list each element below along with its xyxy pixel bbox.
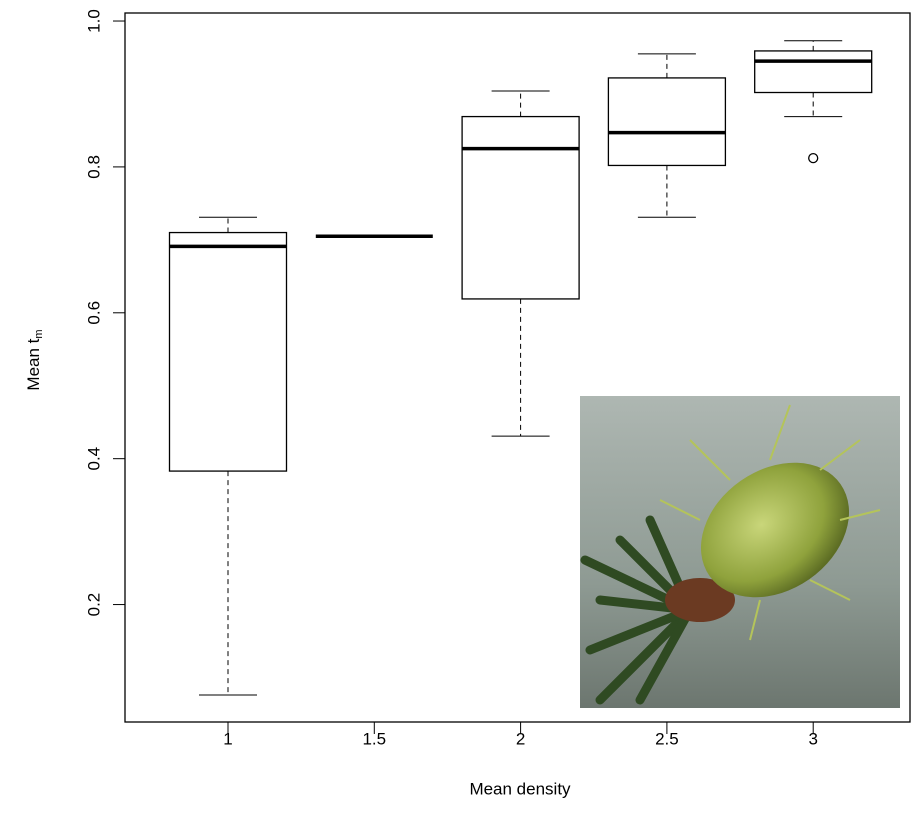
y-tick-label: 0.6 [84, 301, 103, 325]
y-tick-label: 0.8 [84, 155, 103, 179]
plot-frame [124, 12, 911, 723]
x-axis-label: Mean density [469, 779, 571, 798]
y-tick-label: 0.2 [84, 593, 103, 617]
x-tick-label: 2.5 [655, 729, 679, 748]
box [461, 115, 580, 300]
outlier [808, 153, 819, 164]
x-tick-label: 2 [516, 729, 525, 748]
x-tick-label: 3 [808, 729, 817, 748]
y-axis-label-subscript: m [33, 329, 45, 338]
y-tick-label: 0.4 [84, 447, 103, 471]
x-tick-label: 1.5 [362, 729, 386, 748]
y-tick-label: 1.0 [84, 9, 103, 33]
inset-photo [580, 396, 900, 708]
x-tick-label: 1 [223, 729, 232, 748]
box [168, 231, 288, 472]
y-axis-label: Mean tm [24, 329, 44, 390]
y-axis-label-text: Mean t [24, 338, 43, 390]
box [754, 50, 873, 94]
box [607, 77, 727, 167]
